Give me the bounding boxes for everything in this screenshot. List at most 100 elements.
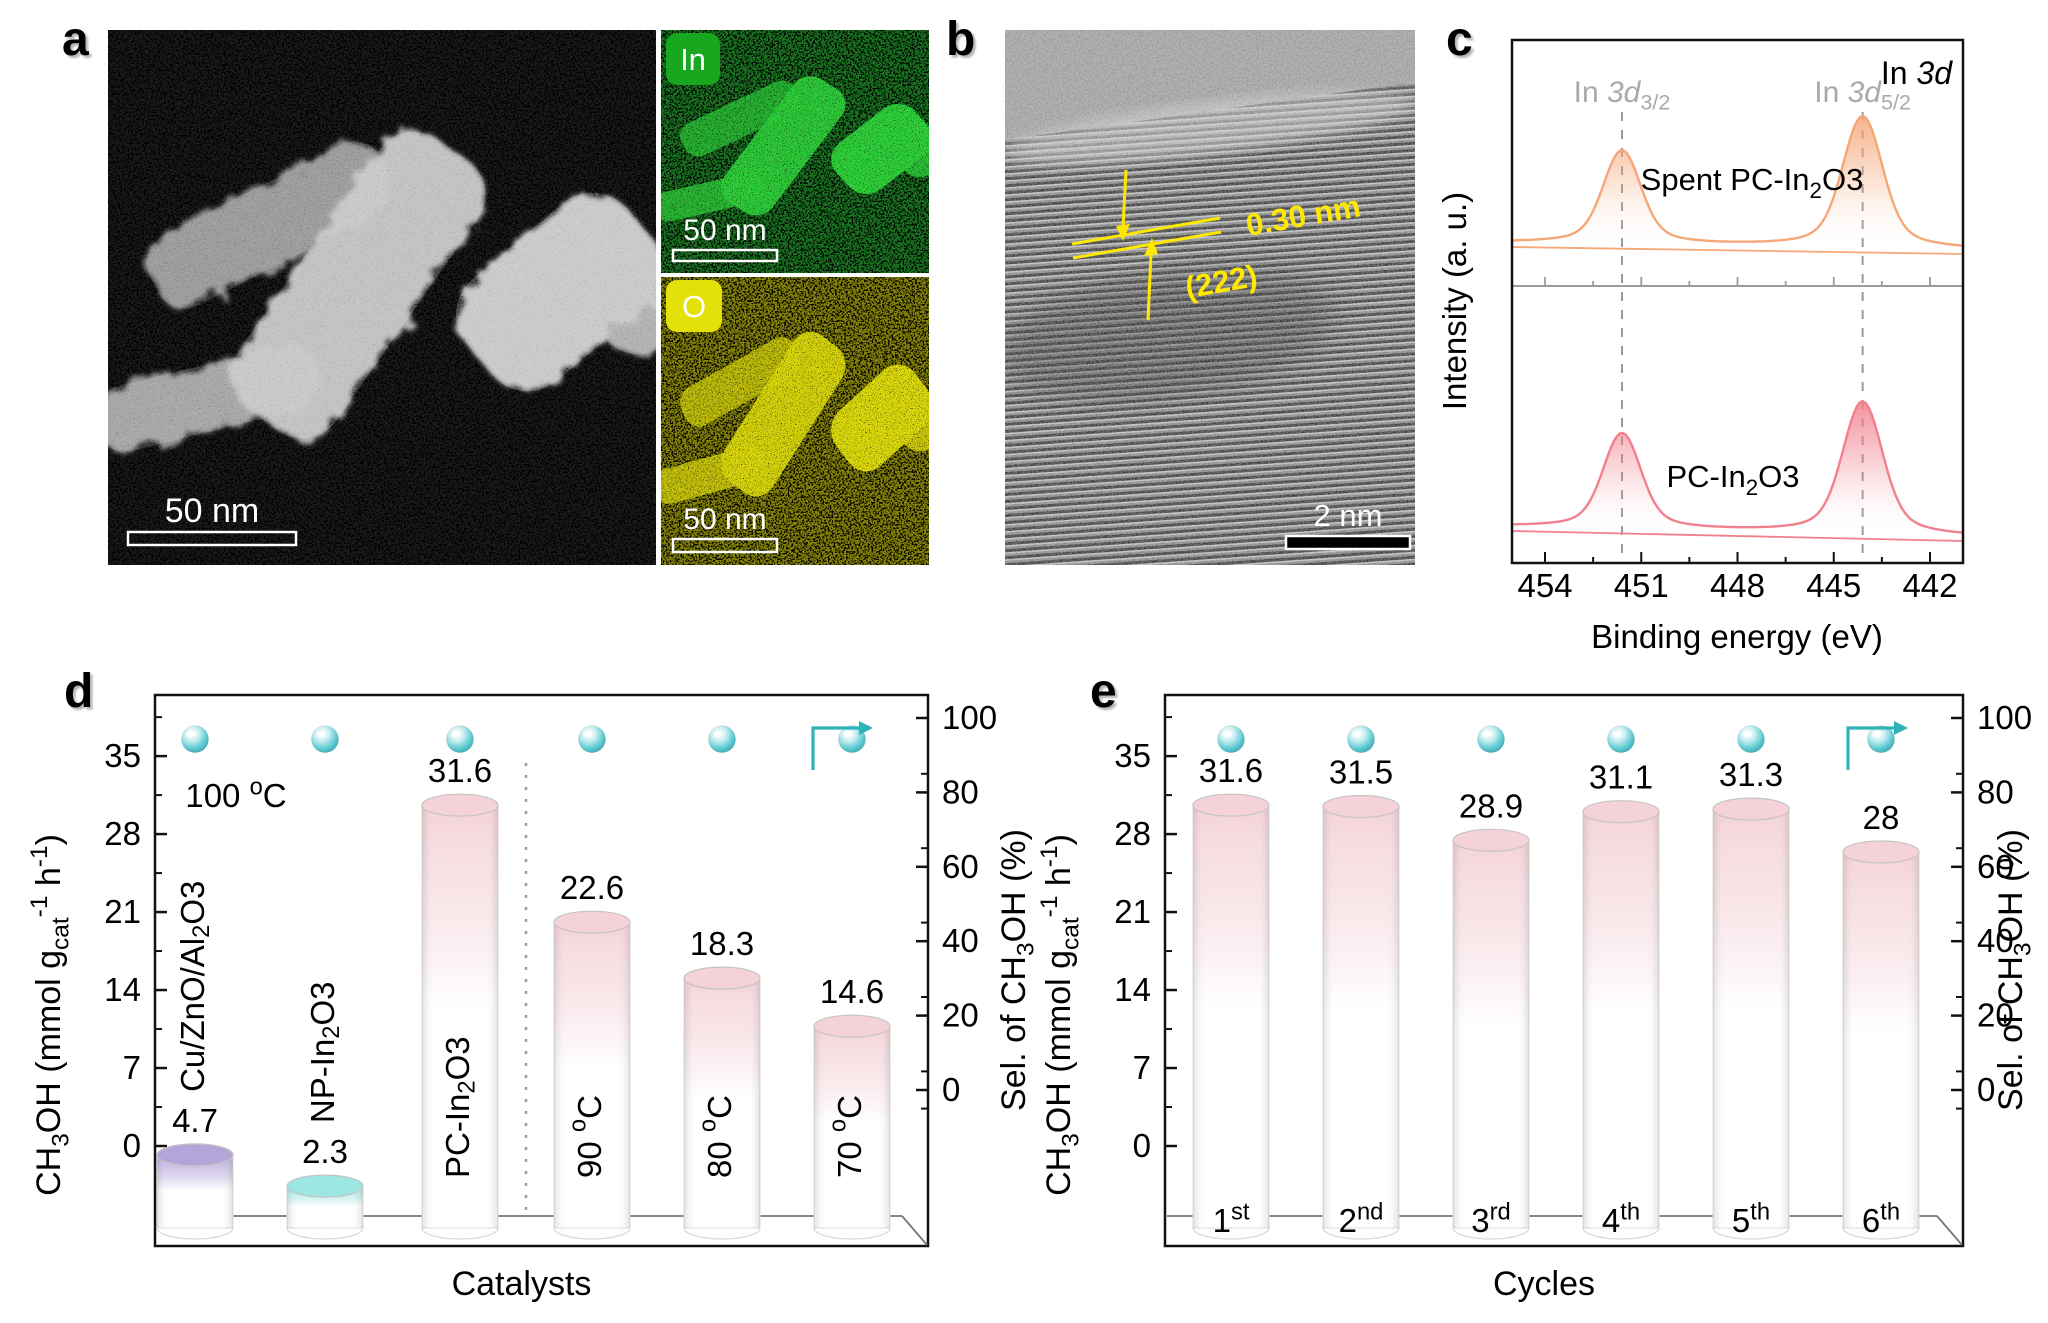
bar-cylinder [1192, 793, 1270, 1240]
x-tick-label: 442 [1902, 567, 1957, 604]
sphere-highlight [713, 730, 723, 738]
element-badge [666, 280, 722, 332]
right-tick-label: 40 [942, 922, 979, 959]
panel-b-letter: b [946, 13, 976, 66]
element-badge-label: O [682, 289, 706, 324]
x-tick-label: 451 [1614, 567, 1669, 604]
left-tick-label: 35 [1114, 737, 1151, 774]
scalebar [671, 537, 779, 554]
left-tick-label: 7 [1133, 1049, 1151, 1086]
peak-guide-label: In 3d5/2 [1814, 76, 1911, 115]
bar-cylinder [421, 793, 499, 1240]
scalebar-label: 2 nm [1314, 498, 1383, 533]
sphere-highlight [1612, 730, 1622, 738]
sphere-highlight [843, 730, 853, 738]
bar-cylinder [1712, 797, 1790, 1240]
right-tick-label: 20 [1977, 997, 2014, 1034]
right-axis-title: Sel. of CH3OH (%) [995, 829, 1040, 1111]
bar-category-label: 2nd [1339, 1198, 1384, 1239]
left-axis-ticks [155, 716, 167, 1148]
left-tick-label: 14 [1114, 971, 1151, 1008]
right-tick-label: 0 [1977, 1071, 1995, 1108]
sphere-highlight [1482, 730, 1492, 738]
selectivity-sphere [1737, 725, 1765, 754]
bar-category-label: 5th [1732, 1198, 1770, 1239]
left-tick-label: 14 [104, 971, 141, 1008]
right-tick-label: 20 [942, 997, 979, 1034]
left-tick-label: 28 [104, 815, 141, 852]
panel-a-letter: a [62, 13, 89, 66]
bar-category-label: 3rd [1471, 1198, 1510, 1239]
sphere-highlight [1872, 730, 1882, 738]
selectivity-sphere [311, 725, 339, 754]
bar-cylinder [1452, 828, 1530, 1240]
sphere-highlight [316, 730, 326, 738]
selectivity-sphere [181, 725, 209, 754]
bar-cylinder [1582, 800, 1660, 1240]
bar-value-label: 31.5 [1329, 754, 1393, 791]
left-axis-ticks [1165, 716, 1177, 1148]
catalyst-bar-chart: 0 7 14 21 28 35 0 20 40 60 80 100 100 oC 4.7 Cu/ZnO/Al… [30, 693, 1040, 1303]
x-tick-label: 454 [1517, 567, 1572, 604]
left-axis-title: CH3OH (mmol gcat-1 h-1) [30, 834, 75, 1196]
hrtem-image: 0.30 nm (222) 2 nm [1005, 30, 1415, 565]
right-axis-arrow-icon [1846, 721, 1908, 770]
selectivity-sphere [1867, 725, 1895, 754]
right-tick-label: 80 [1977, 773, 2014, 810]
floor-diagonal [1936, 1215, 1963, 1246]
scalebar-label: 50 nm [683, 503, 766, 536]
series-label-bottom: PC-In2O3 [1666, 459, 1799, 500]
element-badge [666, 33, 720, 85]
xps-curve [1510, 399, 1963, 534]
bar-category-label: 90 oC [565, 1095, 608, 1178]
chart-title: In 3d [1881, 55, 1953, 91]
left-tick-label: 21 [1114, 893, 1151, 930]
selectivity-sphere [1217, 725, 1245, 754]
sphere-highlight [1742, 730, 1752, 738]
sphere-highlight [1352, 730, 1362, 738]
left-tick-label: 28 [1114, 815, 1151, 852]
plot-frame [1510, 38, 1965, 565]
right-tick-label: 60 [942, 848, 979, 885]
peak-guide-label: In 3d3/2 [1574, 76, 1671, 115]
bar-category-label: 1st [1213, 1198, 1250, 1239]
left-tick-label: 7 [123, 1049, 141, 1086]
x-tick-label: 445 [1806, 567, 1861, 604]
bar-value-label: 31.1 [1589, 759, 1653, 796]
xps-background-line [1511, 246, 1964, 255]
xps-chart: In 3d3/2 In 3d5/2 Spent PC-In2O3 PC-In2O3 45… [1436, 38, 1965, 655]
bar-cylinder [156, 1143, 234, 1240]
cycles-bar-chart: 0 7 14 21 28 35 0 20 40 60 80 100 31.6 1st 31.5 2nd 28.9… [1036, 693, 2037, 1303]
bar-category-label: Cu/ZnO/Al2O3 [174, 881, 216, 1092]
xps-area [1512, 116, 1963, 250]
xps-background-line [1511, 530, 1964, 542]
bar-category-label: PC-In2O3 [439, 1036, 481, 1178]
panel-c-letter: c [1446, 13, 1473, 66]
bar-value-label: 28 [1863, 799, 1900, 836]
divider-ticks [1544, 277, 1931, 286]
y-axis-title: Intensity (a. u.) [1436, 192, 1473, 410]
element-badge-label: In [680, 42, 706, 77]
x-axis-title: Cycles [1493, 1265, 1595, 1303]
selectivity-sphere [1477, 725, 1505, 754]
arrow-down-icon [1116, 224, 1130, 241]
sphere-highlight [186, 730, 196, 738]
bar-cylinder [553, 910, 631, 1240]
bar-value-label: 28.9 [1459, 787, 1523, 824]
left-axis-title: CH3OH (mmol gcat-1 h-1) [1036, 834, 1084, 1196]
x-axis-title: Catalysts [452, 1265, 592, 1303]
scalebar-label: 50 nm [683, 214, 766, 247]
scalebar-label: 50 nm [165, 492, 260, 530]
right-axis-title: Sel. of CH3OH (%) [1992, 829, 2037, 1111]
left-tick-label: 0 [1133, 1127, 1151, 1164]
panel-d-letter: d [64, 665, 94, 718]
bar-cylinder [286, 1174, 364, 1240]
lattice-annotation [1071, 169, 1222, 321]
sphere-highlight [1222, 730, 1232, 738]
selectivity-sphere [446, 725, 474, 754]
bar-value-label: 31.6 [428, 752, 492, 789]
bar-category-label: 6th [1862, 1198, 1900, 1239]
scalebar [1284, 534, 1412, 551]
bar-cylinder [1842, 840, 1920, 1240]
